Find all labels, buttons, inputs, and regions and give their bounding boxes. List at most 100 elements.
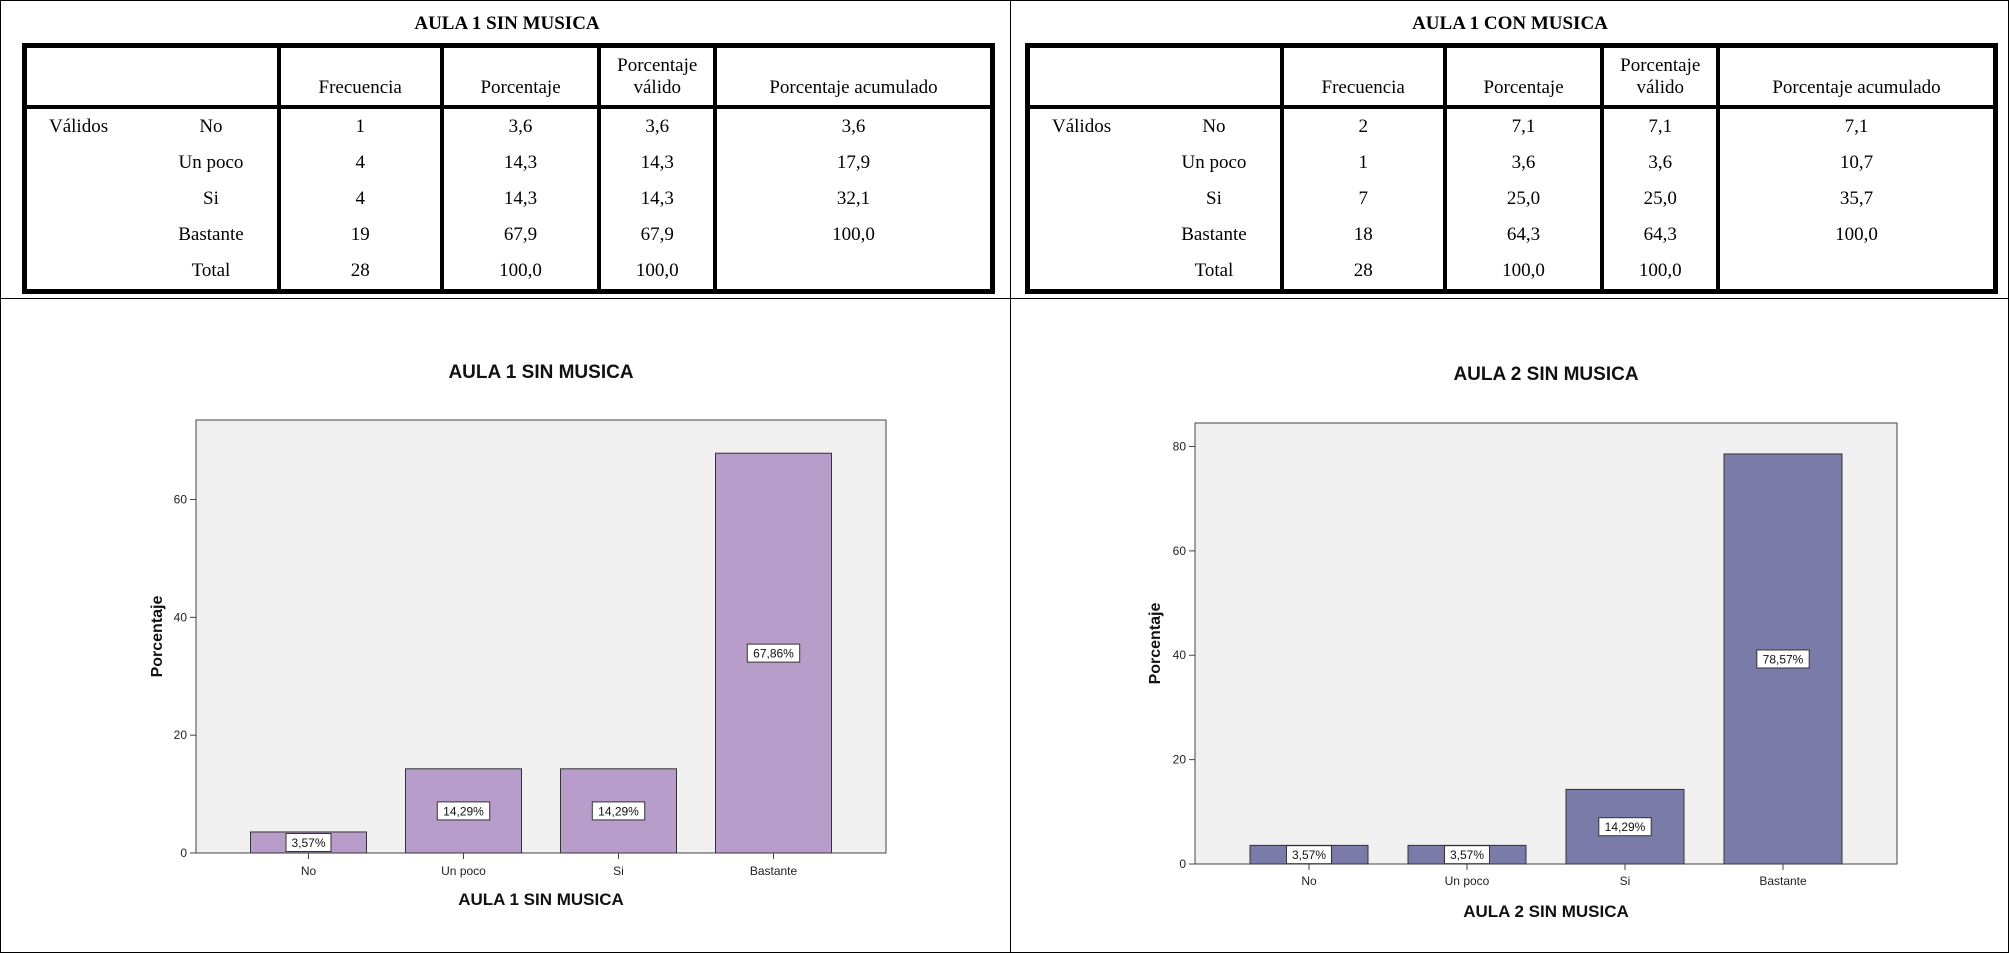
cell-frecuencia: 2 <box>1279 107 1445 145</box>
cell-porcentaje: 3,6 <box>439 107 600 145</box>
x-tick-label: Bastante <box>750 864 798 878</box>
table-row: Válidos No 1 3,6 3,6 3,6 <box>25 107 993 145</box>
cell-porcentaje: 64,3 <box>1442 217 1603 253</box>
x-tick-label: Si <box>1620 874 1631 888</box>
data-label-box <box>1286 845 1332 865</box>
cell-porcentaje: 100,0 <box>1442 253 1603 292</box>
bar-chart-2: AULA 2 SIN MUSICA 0 20 40 60 80 Porcentaje No 3,… <box>1147 364 1898 921</box>
cell-frecuencia: 4 <box>276 145 442 181</box>
table-row: Un poco 1 3,6 3,6 10,7 <box>1028 145 1996 181</box>
y-tick-label: 0 <box>180 846 187 860</box>
row-label: Un poco <box>1181 152 1247 173</box>
row-label: No <box>1202 116 1226 137</box>
row-group: Válidos <box>1052 116 1112 137</box>
table-header-row: Frecuencia Porcentaje Porcentaje válido … <box>24 45 993 109</box>
data-label-box <box>746 643 801 663</box>
cell-porcentaje-acumulado: 7,1 <box>1716 107 1996 145</box>
data-label: 3,57% <box>1450 848 1484 862</box>
y-axis-label: Porcentaje <box>1147 602 1164 684</box>
vertical-divider <box>1010 0 1011 953</box>
chart-title: AULA 1 SIN MUSICA <box>448 362 633 383</box>
y-tick-label: 20 <box>1173 753 1187 767</box>
table-title-right: AULA 1 CON MUSICA <box>1412 13 1608 34</box>
cell-porcentaje-valido: 67,9 <box>597 217 716 253</box>
cell-porcentaje-acumulado: 32,1 <box>713 181 993 217</box>
bar <box>1565 788 1685 865</box>
data-label: 67,86% <box>753 647 794 661</box>
cell-porcentaje-valido: 64,3 <box>1600 217 1719 253</box>
y-tick-label: 60 <box>174 493 188 507</box>
header-blank <box>24 45 146 109</box>
chart-title: AULA 2 SIN MUSICA <box>1453 364 1638 385</box>
table-row: Válidos No 2 7,1 7,1 7,1 <box>1028 107 1996 145</box>
header-porcentaje: Porcentaje <box>439 45 600 109</box>
table-row: Bastante 19 67,9 67,9 100,0 <box>25 217 993 253</box>
header-frecuencia: Frecuencia <box>276 45 442 109</box>
row-label: Si <box>1206 188 1222 209</box>
header-porcentaje-acumulado: Porcentaje acumulado <box>1716 45 1996 109</box>
cell-porcentaje-acumulado: 100,0 <box>713 217 993 253</box>
data-label-box <box>285 832 332 852</box>
y-tick-label: 20 <box>174 728 188 742</box>
data-label: 14,29% <box>1605 820 1646 834</box>
cell-frecuencia: 28 <box>276 253 442 292</box>
cell-porcentaje-acumulado <box>1716 253 1996 292</box>
cell-porcentaje: 7,1 <box>1442 107 1603 145</box>
x-tick-label: Un poco <box>441 864 486 878</box>
header-blank <box>1027 45 1149 109</box>
data-label: 3,57% <box>291 836 325 850</box>
table-header-row: Frecuencia Porcentaje Porcentaje válido … <box>1027 45 1996 109</box>
x-axis-label: AULA 1 SIN MUSICA <box>458 890 624 909</box>
cell-porcentaje-acumulado: 10,7 <box>1716 145 1996 181</box>
row-label: No <box>199 116 223 137</box>
header-frecuencia: Frecuencia <box>1279 45 1445 109</box>
y-tick-label: 80 <box>1173 439 1187 453</box>
table-row: Total 28 100,0 100,0 <box>25 253 993 292</box>
x-tick-label: Si <box>613 864 624 878</box>
data-label-box <box>591 801 646 821</box>
table-row: Si 4 14,3 14,3 32,1 <box>25 181 993 217</box>
y-tick-label: 60 <box>1173 544 1187 558</box>
data-label: 14,29% <box>443 804 484 818</box>
cell-porcentaje-valido: 3,6 <box>1600 145 1719 181</box>
table-row: Bastante 18 64,3 64,3 100,0 <box>1028 217 1996 253</box>
x-tick-label: No <box>1301 874 1317 888</box>
cell-porcentaje-valido: 14,3 <box>597 181 716 217</box>
cell-frecuencia: 7 <box>1279 181 1445 217</box>
x-tick-label: No <box>301 864 317 878</box>
cell-frecuencia: 19 <box>276 217 442 253</box>
cell-porcentaje-acumulado: 100,0 <box>1716 217 1996 253</box>
table-row: Si 7 25,0 25,0 35,7 <box>1028 181 1996 217</box>
frequency-table-right: Frecuencia Porcentaje Porcentaje válido … <box>1025 43 1998 294</box>
cell-porcentaje-acumulado: 3,6 <box>713 107 993 145</box>
row-label: Bastante <box>1181 224 1247 245</box>
cell-frecuencia: 4 <box>276 181 442 217</box>
data-label-box <box>436 801 491 821</box>
row-label: Si <box>203 188 219 209</box>
cell-porcentaje-valido: 14,3 <box>597 145 716 181</box>
header-porcentaje-acumulado: Porcentaje acumulado <box>713 45 993 109</box>
header-blank <box>1148 45 1282 109</box>
data-label: 78,57% <box>1763 652 1804 666</box>
data-label-box <box>1756 649 1810 669</box>
bar-chart-1: AULA 1 SIN MUSICA 0 20 40 60 Porcentaje No 3,57… <box>149 362 887 909</box>
cell-porcentaje: 14,3 <box>439 145 600 181</box>
data-label-box <box>1444 845 1490 865</box>
header-porcentaje-valido: Porcentaje válido <box>597 45 716 109</box>
row-label: Total <box>191 260 231 281</box>
cell-porcentaje-acumulado <box>713 253 993 292</box>
table-title-left: AULA 1 SIN MUSICA <box>414 13 600 34</box>
cell-porcentaje-acumulado: 35,7 <box>1716 181 1996 217</box>
table-row: Un poco 4 14,3 14,3 17,9 <box>25 145 993 181</box>
data-label: 14,29% <box>598 804 639 818</box>
x-tick-label: Bastante <box>1759 874 1807 888</box>
x-axis-label: AULA 2 SIN MUSICA <box>1463 902 1629 921</box>
row-label: Un poco <box>178 152 244 173</box>
cell-porcentaje-valido: 25,0 <box>1600 181 1719 217</box>
cell-porcentaje-valido: 100,0 <box>1600 253 1719 292</box>
header-porcentaje-valido: Porcentaje válido <box>1600 45 1719 109</box>
cell-porcentaje: 100,0 <box>439 253 600 292</box>
cell-porcentaje: 25,0 <box>1442 181 1603 217</box>
row-label: Bastante <box>178 224 244 245</box>
